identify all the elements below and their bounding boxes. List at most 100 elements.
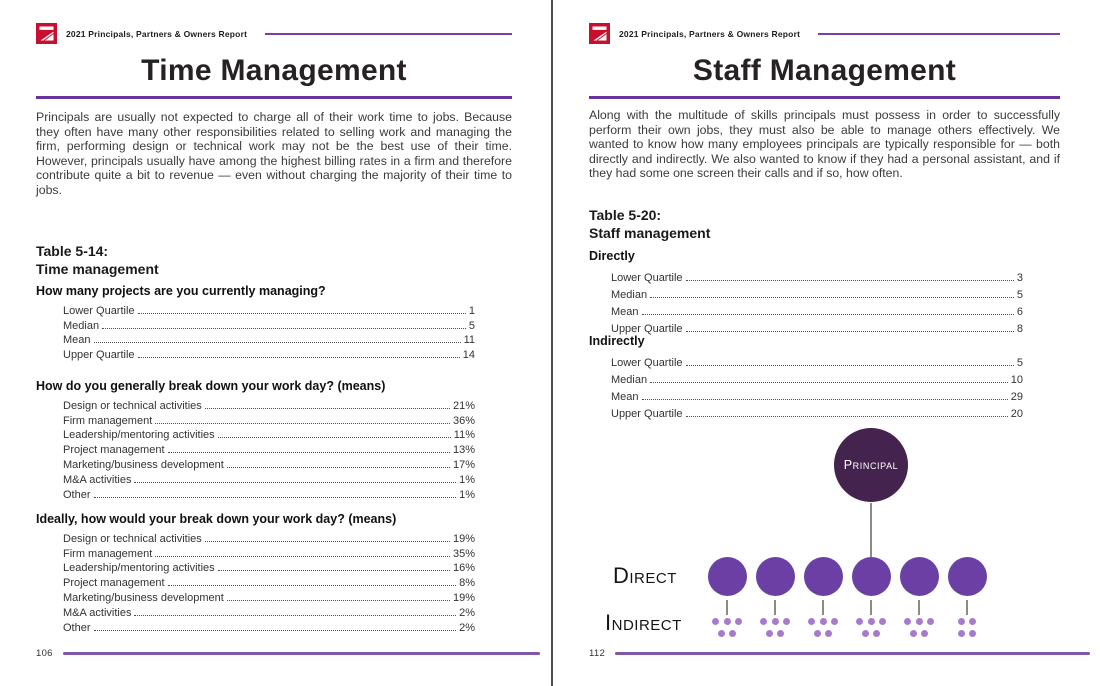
table-row-value: 8 <box>1016 323 1023 335</box>
page-title: Time Management <box>141 54 407 87</box>
dot-leader <box>685 280 1014 281</box>
indirect-report-dot <box>904 618 911 625</box>
indirect-report-dot <box>825 630 833 637</box>
table-row: Median 5 <box>611 284 1023 301</box>
table-row-label: Median <box>63 319 100 332</box>
table-row-value: 2% <box>459 606 475 619</box>
direct-report-node <box>947 557 987 596</box>
table-row: Firm management 35% <box>63 545 475 560</box>
table-row: M&A activities 2% <box>63 604 475 619</box>
page-header: 2021 Principals, Partners & Owners Repor… <box>36 23 512 44</box>
connector-line <box>870 600 872 615</box>
table-rows: Design or technical activities 19% Firm ma… <box>63 530 475 634</box>
indirect-report-dot <box>813 630 821 637</box>
table-rows: Lower Quartile 3 Median 5 Mean 6 Upper Quartil… <box>611 267 1023 335</box>
table-row-label: Median <box>611 374 648 386</box>
indirect-report-dot <box>909 630 917 637</box>
table-row-value: 29 <box>1010 391 1023 403</box>
table-row-label: M&A activities <box>63 606 132 619</box>
zweig-logo-icon <box>589 23 610 44</box>
table-row-label: Lower Quartile <box>611 272 683 284</box>
table-row-value: 14 <box>462 349 475 362</box>
table-row-label: Upper Quartile <box>63 349 135 362</box>
indirect-report-dot <box>760 618 767 625</box>
page-header: 2021 Principals, Partners & Owners Repor… <box>589 23 1060 44</box>
table-name: Staff management <box>589 225 711 241</box>
direct-report-node <box>755 557 795 596</box>
table-row: Upper Quartile 14 <box>63 346 475 361</box>
report-title: 2021 Principals, Partners & Owners Repor… <box>619 28 801 39</box>
indirect-report-dot <box>712 618 719 625</box>
section-heading: How many projects are you currently mana… <box>36 284 326 298</box>
page-divider <box>551 0 553 686</box>
direct-report-node <box>803 557 843 596</box>
table-row: Median 5 <box>63 317 475 332</box>
dot-leader <box>204 540 450 542</box>
dot-leader <box>226 599 450 601</box>
dot-leader <box>102 327 466 329</box>
table-rows: Design or technical activities 21% Firm ma… <box>63 397 475 501</box>
table-row-value: 20 <box>1010 408 1023 420</box>
indirect-tier-label: Indirect <box>605 610 682 635</box>
table-row: Marketing/business development 19% <box>63 589 475 604</box>
table-row-label: Leadership/mentoring activities <box>63 429 215 442</box>
indirect-report-dot <box>957 630 965 637</box>
indirect-report-dot <box>867 618 875 625</box>
direct-report-node <box>899 557 939 596</box>
table-number: Table 5-14: <box>36 243 109 259</box>
indirect-report-dot <box>861 630 869 637</box>
table-row: Project management 13% <box>63 441 475 456</box>
dot-leader <box>134 614 457 616</box>
table-row: Mean 29 <box>611 386 1023 403</box>
table-row: Upper Quartile 8 <box>611 318 1023 335</box>
footer-rule <box>615 652 1090 655</box>
dot-leader <box>226 466 450 468</box>
table-row-label: M&A activities <box>63 473 132 486</box>
table-row-value: 1 <box>468 304 475 317</box>
dot-leader <box>641 314 1014 315</box>
indirect-report-dot <box>879 618 886 625</box>
staff-hierarchy-diagram: Principal Direct Indirect <box>553 420 1100 660</box>
indirect-report-dot <box>771 618 779 625</box>
dot-leader <box>204 407 450 409</box>
connector-line <box>870 503 872 557</box>
indirect-report-dot <box>717 630 725 637</box>
table-row-label: Leadership/mentoring activities <box>63 562 215 575</box>
dot-leader <box>134 481 457 483</box>
indirect-report-dot <box>735 618 742 625</box>
dot-leader <box>650 382 1008 383</box>
table-row-label: Project management <box>63 577 165 590</box>
table-row-value: 19% <box>452 591 475 604</box>
page-time-management: 2021 Principals, Partners & Owners Repor… <box>36 23 540 659</box>
section-heading: How do you generally break down your wor… <box>36 379 386 393</box>
table-row-label: Lower Quartile <box>63 304 135 317</box>
table-row-label: Mean <box>611 306 639 318</box>
table-section: Directly Lower Quartile 3 Median 5 Mean 6 Uppe… <box>589 249 1060 335</box>
indirect-report-dot <box>915 618 923 625</box>
table-row-label: Upper Quartile <box>611 323 683 335</box>
table-row-value: 1% <box>459 473 475 486</box>
indirect-report-dot <box>819 618 827 625</box>
table-row: Other 1% <box>63 486 475 501</box>
connector-line <box>918 600 920 615</box>
indirect-report-dot <box>856 618 863 625</box>
indirect-report-dot <box>921 630 929 637</box>
table-row: Leadership/mentoring activities 11% <box>63 427 475 442</box>
table-row: Design or technical activities 19% <box>63 530 475 545</box>
table-row-label: Other <box>63 488 91 501</box>
table-row-value: 10 <box>1010 374 1023 386</box>
table-label: Table 5-20: Staff management <box>589 206 710 242</box>
title-rule <box>589 96 1060 99</box>
table-row-value: 2% <box>459 621 475 634</box>
dot-leader <box>93 496 457 498</box>
table-row-label: Firm management <box>63 414 153 427</box>
table-row: Firm management 36% <box>63 412 475 427</box>
dot-leader <box>641 399 1008 400</box>
dot-leader <box>685 331 1014 332</box>
dot-leader <box>685 416 1008 417</box>
section-heading: Indirectly <box>589 334 645 348</box>
table-row: Median 10 <box>611 369 1023 386</box>
dot-leader <box>167 585 457 587</box>
table-row: Lower Quartile 3 <box>611 267 1023 284</box>
table-row: Project management 8% <box>63 574 475 589</box>
